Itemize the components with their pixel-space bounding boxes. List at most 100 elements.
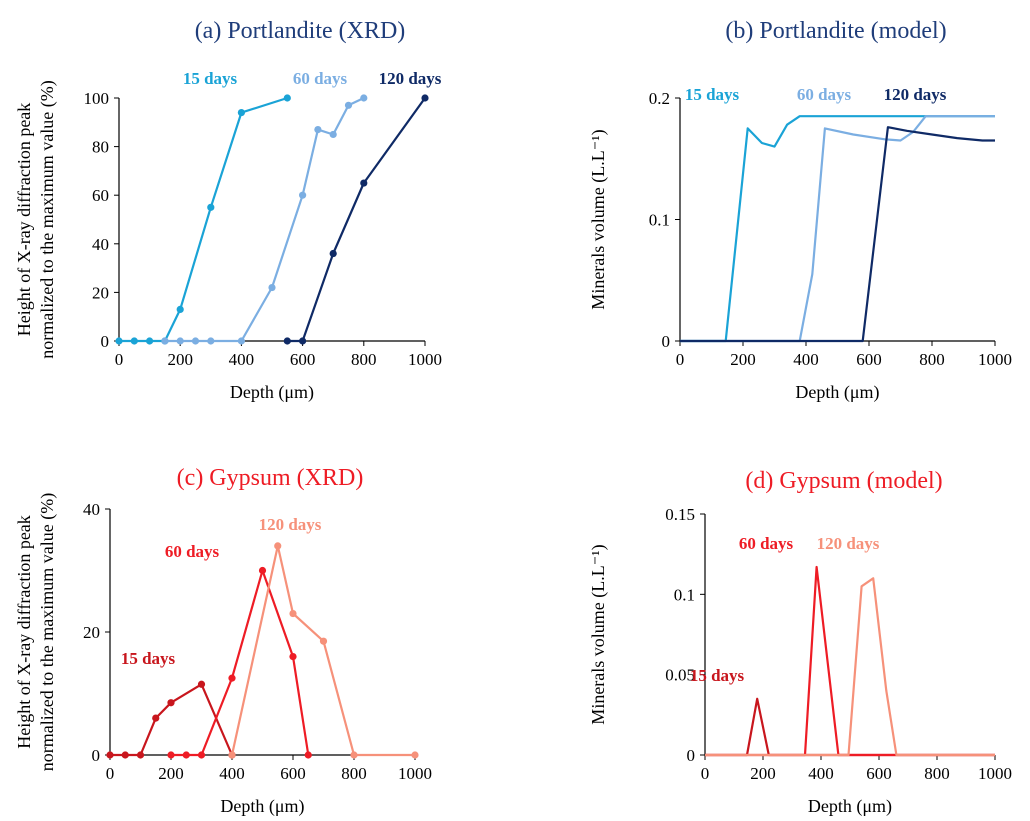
y-tick-label: 0.1 [674,585,695,604]
x-tick-label: 0 [106,764,115,783]
data-point [167,751,175,759]
data-point [360,179,368,187]
data-point [289,653,297,661]
series-line-60-days [171,569,310,757]
y-tick-label: 0 [92,746,101,765]
x-tick-label: 600 [856,350,882,369]
x-tick-label: 800 [351,350,377,369]
series-line-60-days [680,115,995,343]
panel-c: (c) Gypsum (XRD) 0 200 400 600 800 1000 0 20 40 De… [14,465,432,817]
panel-a: (a) Portlandite (XRD) 0 200 400 600 800 1000 0 2… [14,18,442,403]
data-point [197,680,206,688]
series-label: 60 days [165,542,220,561]
x-tick-label: 600 [290,350,316,369]
data-point [228,674,236,682]
x-tick-label: 1000 [978,764,1012,783]
series-label: 120 days [259,515,322,534]
series-label: 60 days [797,85,852,104]
series-line-15-days [110,683,234,757]
series-label: 15 days [183,69,238,88]
x-tick-label: 400 [808,764,834,783]
x-tick-label: 400 [229,350,255,369]
series-label: 15 days [690,666,745,685]
y-tick-label: 0 [687,746,696,765]
x-tick-label: 200 [158,764,184,783]
data-point [167,699,175,707]
data-point [360,94,368,102]
x-tick-label: 0 [701,764,710,783]
x-tick-label: 600 [280,764,306,783]
y-axis-label: Minerals volume (L.L⁻¹) [588,129,609,309]
series-label: 120 days [817,534,880,553]
y-tick-label: 0 [662,332,671,351]
panel-title: (b) Portlandite (model) [725,18,946,44]
x-axis-label: Depth (μm) [795,382,879,403]
data-point [176,305,184,314]
x-tick-label: 1000 [398,764,432,783]
x-tick-label: 400 [219,764,245,783]
data-point [197,751,206,759]
x-axis-label: Depth (μm) [220,796,304,817]
data-point [115,337,123,345]
series-label: 60 days [293,69,348,88]
x-tick-label: 600 [866,764,892,783]
data-point [237,108,245,117]
data-point [146,337,154,345]
panel-d: (d) Gypsum (model) 0 200 400 600 800 1000 0 0.05… [588,468,1012,817]
y-axis-label: normalized to the maximum value (%) [37,493,58,771]
series-label: 15 days [121,649,176,668]
series-line-120-days [287,97,426,343]
y-tick-label: 100 [84,89,110,108]
x-tick-label: 200 [167,350,193,369]
y-tick-label: 0 [101,332,110,351]
y-axis-label: Height of X-ray diffraction peak [14,515,34,749]
x-tick-label: 800 [924,764,950,783]
series-label: 15 days [685,85,740,104]
x-tick-label: 1000 [408,350,442,369]
x-tick-label: 800 [341,764,367,783]
data-point [299,337,307,345]
x-axis-label: Depth (μm) [230,382,314,403]
panel-b: (b) Portlandite (model) 0 200 400 600 800 1000… [588,18,1012,403]
data-point [207,203,215,211]
x-tick-label: 200 [750,764,776,783]
data-point [350,751,358,759]
y-tick-label: 80 [92,138,109,157]
y-tick-label: 60 [92,186,109,205]
data-point [329,130,337,139]
data-point [191,337,200,345]
data-point [237,337,245,345]
series-label: 120 days [379,69,442,88]
data-point [207,337,215,345]
y-tick-label: 40 [92,235,109,254]
x-tick-label: 200 [730,350,756,369]
y-tick-label: 0.05 [665,666,695,685]
data-point [283,337,291,345]
data-point [289,609,297,618]
x-tick-label: 0 [676,350,685,369]
data-point [161,337,169,345]
data-point [182,751,190,759]
data-point [121,751,129,759]
data-point [319,637,328,645]
y-tick-label: 0.2 [649,89,670,108]
data-point [258,566,267,575]
data-point [411,751,419,759]
y-tick-label: 20 [83,623,100,642]
y-tick-label: 0.15 [665,505,695,524]
x-axis-label: Depth (μm) [808,796,892,817]
data-point [329,249,337,258]
data-point [314,125,322,134]
y-axis-label: normalized to the maximum value (%) [37,80,58,358]
y-axis-label: Height of X-ray diffraction peak [14,103,34,337]
series-label: 120 days [884,85,947,104]
series-line-15-days [680,115,995,343]
series-label: 60 days [739,534,794,553]
data-point [130,337,138,345]
data-point [344,101,353,109]
x-tick-label: 400 [793,350,819,369]
data-point [136,751,145,759]
data-point [304,751,312,759]
data-point [176,337,184,345]
